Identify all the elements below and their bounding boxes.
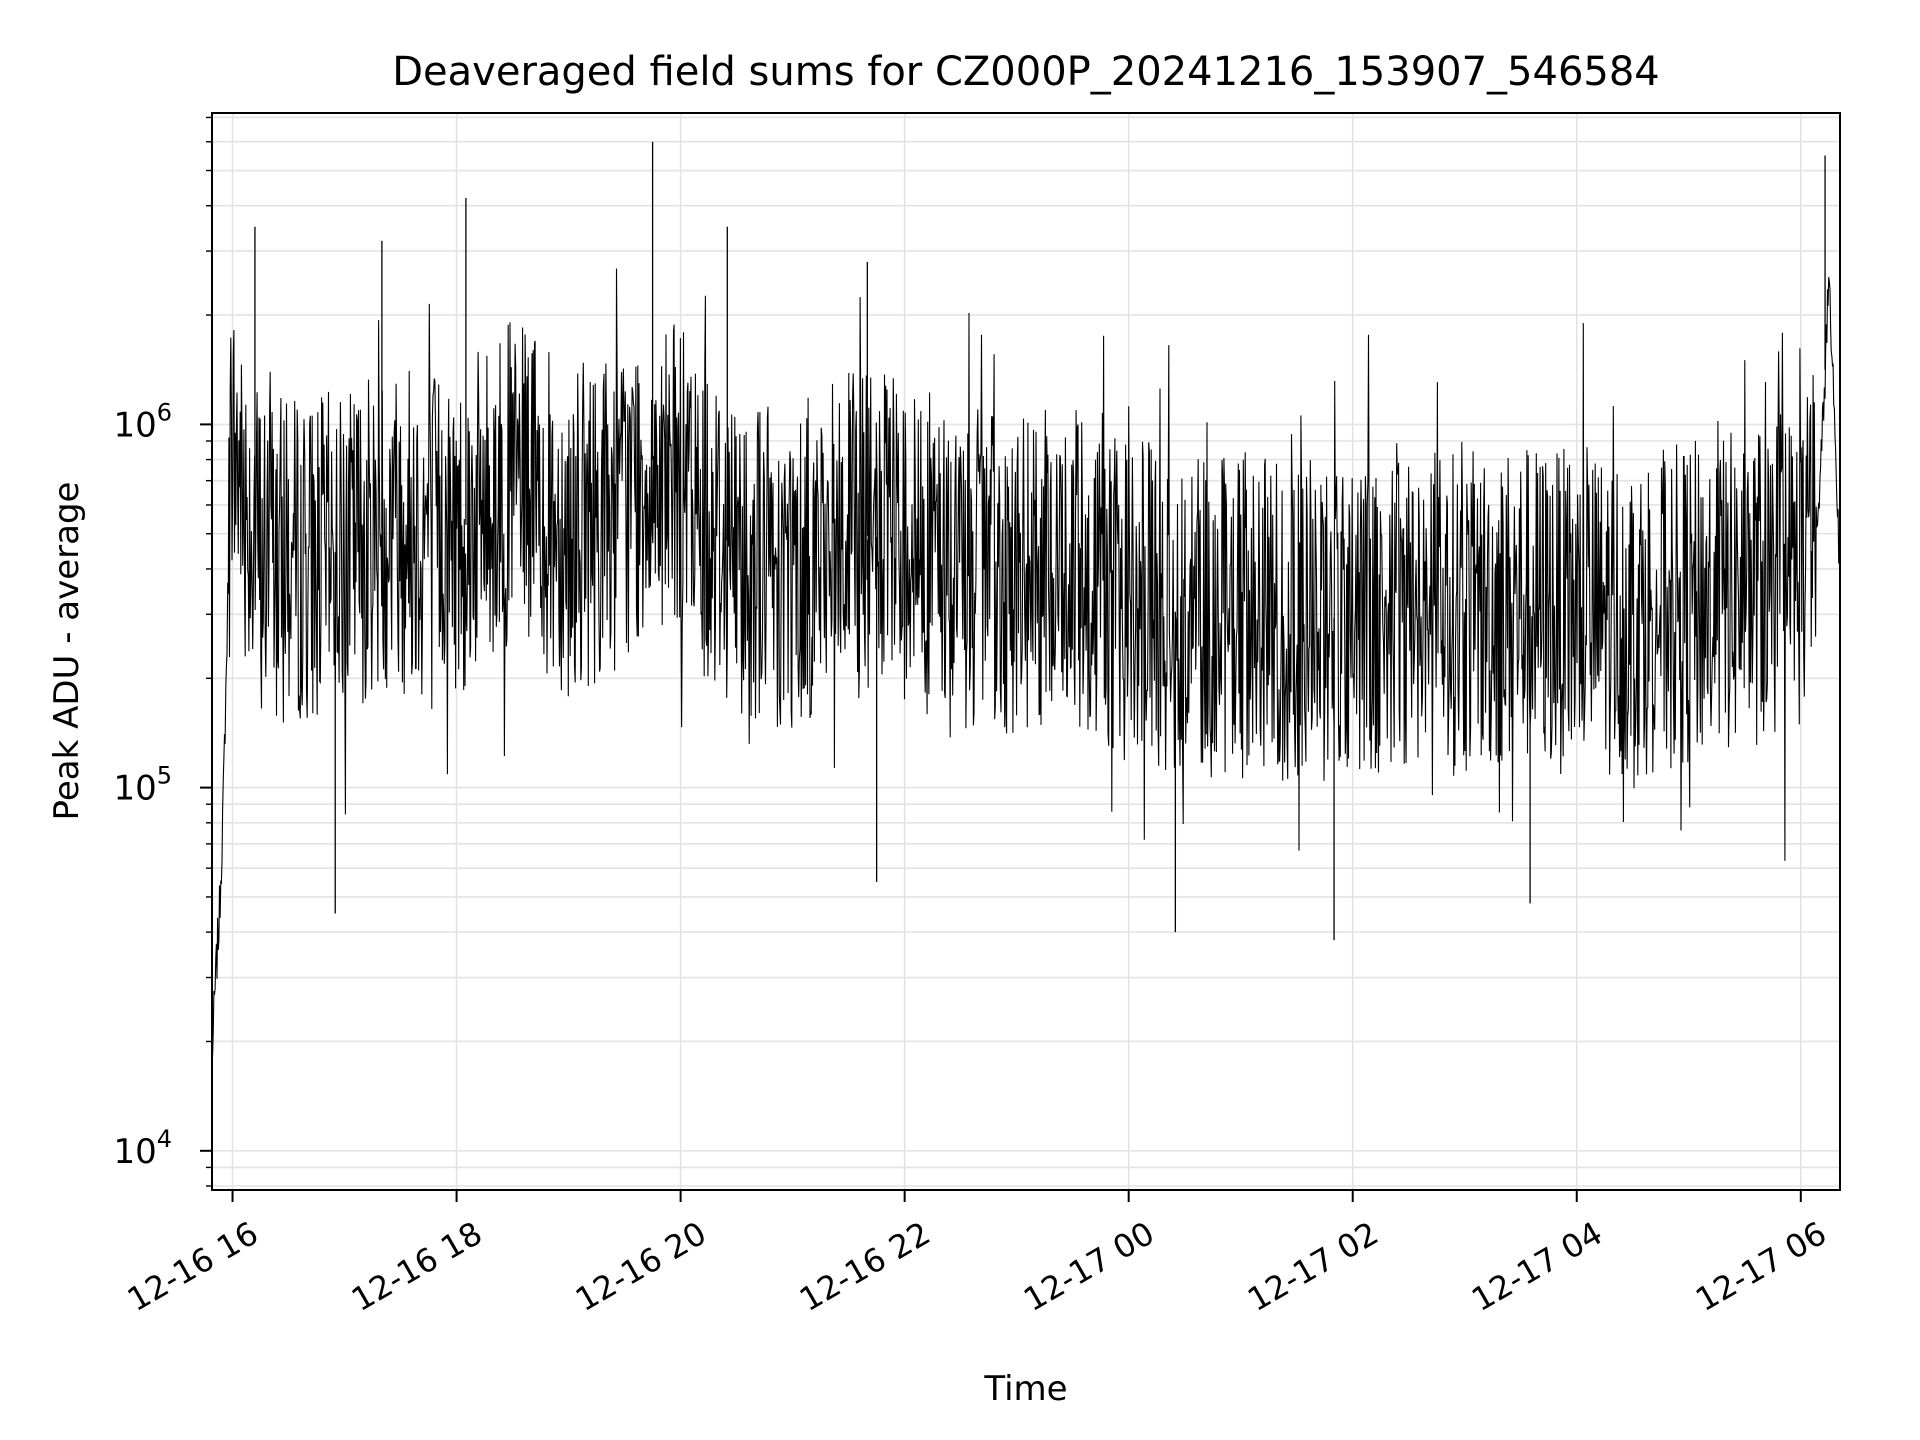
x-tick-label: 12-17 02 (1241, 1214, 1385, 1319)
x-tick-label: 12-17 00 (1017, 1214, 1161, 1319)
x-axis-label: Time (983, 1369, 1067, 1409)
chart-title: Deaveraged field sums for CZ000P_2024121… (392, 49, 1660, 95)
x-tick-label: 12-16 20 (569, 1214, 713, 1319)
y-tick-label: 104 (113, 1125, 172, 1172)
y-axis-label: Peak ADU - average (47, 482, 87, 821)
x-tick-label: 12-16 22 (793, 1214, 937, 1319)
y-tick-exponent: 5 (157, 762, 172, 790)
x-axis-ticks: 12-16 16 12-16 18 12-16 20 12-16 22 12-17 00… (121, 1190, 1833, 1319)
plot-frame (211, 112, 1841, 1191)
y-axis-ticks: 104 105 106 (113, 116, 212, 1187)
y-tick-label: 105 (113, 762, 172, 809)
x-tick-label: 12-17 06 (1689, 1214, 1833, 1319)
y-tick-exponent: 6 (157, 398, 172, 426)
x-tick-label: 12-17 04 (1465, 1214, 1609, 1319)
y-tick-label: 106 (113, 398, 172, 445)
y-tick-exponent: 4 (157, 1125, 172, 1153)
series-path (211, 268, 1841, 1056)
x-tick-label: 12-16 18 (345, 1214, 489, 1319)
series-line (211, 141, 1841, 1056)
grid-lines (212, 113, 1840, 1190)
x-tick-label: 12-16 16 (121, 1214, 265, 1319)
